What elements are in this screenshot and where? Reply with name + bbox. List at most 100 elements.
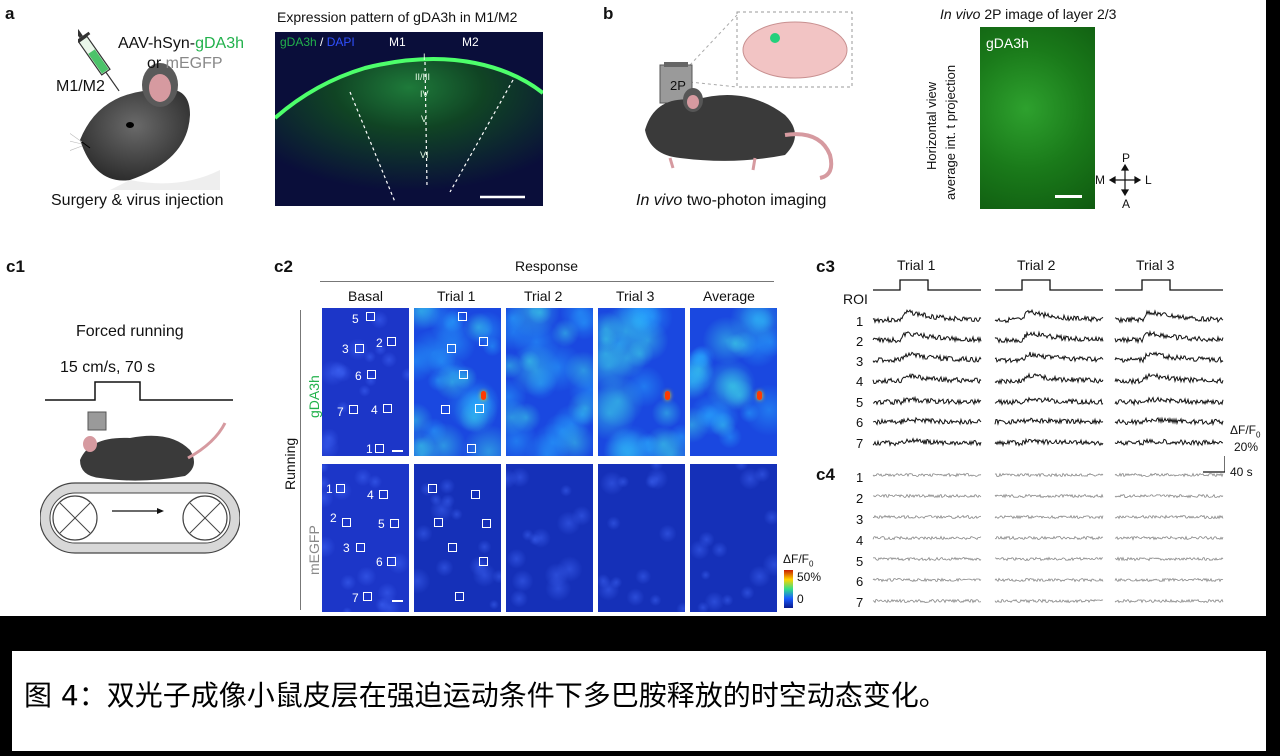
virus-grey: mEGFP bbox=[165, 55, 223, 72]
roi-trace bbox=[1114, 514, 1224, 520]
roi-trace bbox=[872, 416, 982, 426]
mouse-head-illustration bbox=[70, 63, 220, 190]
roi-box bbox=[375, 444, 384, 453]
roi-trace bbox=[994, 372, 1104, 385]
col-trial3: Trial 3 bbox=[616, 288, 655, 304]
roi-box bbox=[448, 543, 457, 552]
treadmill-illustration bbox=[40, 381, 240, 554]
roi-box bbox=[363, 592, 372, 601]
brain-section-image: gDA3h / DAPI M1 M2 I II/III IV V VI bbox=[275, 32, 543, 206]
roi-trace bbox=[1114, 577, 1224, 583]
roi-label: 5 bbox=[378, 517, 385, 531]
roi-box bbox=[479, 337, 488, 346]
stimulus-trace bbox=[873, 279, 981, 291]
stimulus-trace bbox=[1115, 279, 1223, 291]
stain-label: gDA3h / DAPI bbox=[280, 36, 355, 48]
roi-trace bbox=[994, 556, 1103, 562]
roi-label: 7 bbox=[352, 591, 359, 605]
section-title: Expression pattern of gDA3h in M1/M2 bbox=[277, 9, 518, 25]
c4-roi-label: 5 bbox=[856, 554, 864, 569]
image-label: gDA3h bbox=[986, 35, 1029, 51]
roi-trace bbox=[1114, 309, 1224, 324]
c3-roi-header: ROI bbox=[843, 291, 868, 307]
roi-box bbox=[379, 490, 388, 499]
roi-trace bbox=[1114, 396, 1224, 407]
stimulus-trace bbox=[995, 279, 1103, 291]
roi-trace bbox=[1114, 416, 1224, 427]
layer-label: II/III bbox=[415, 72, 431, 82]
compass-icon bbox=[1108, 163, 1142, 197]
hotspot bbox=[665, 391, 670, 400]
image-title-rest: 2P image of layer 2/3 bbox=[980, 6, 1117, 22]
c3-roi-label: 5 bbox=[856, 395, 864, 410]
virus-or: or bbox=[147, 55, 166, 72]
area-m2: M2 bbox=[462, 35, 479, 49]
two-photon-image: gDA3h bbox=[980, 27, 1095, 209]
roi-label: 2 bbox=[376, 336, 383, 350]
roi-trace bbox=[872, 395, 982, 406]
compass-m: M bbox=[1095, 173, 1105, 187]
heatmap-tile bbox=[414, 308, 501, 456]
stain-sep: / bbox=[316, 35, 327, 49]
roi-label: 4 bbox=[367, 488, 374, 502]
virus-label-line2: or mEGFP bbox=[147, 56, 223, 72]
c3-scale-y: 20% bbox=[1234, 440, 1259, 454]
roi-box bbox=[458, 312, 467, 321]
roi-box bbox=[355, 344, 364, 353]
c4-roi-label: 1 bbox=[856, 470, 864, 485]
roi-box bbox=[441, 405, 450, 414]
roi-label: 1 bbox=[326, 482, 333, 496]
roi-box bbox=[471, 490, 480, 499]
c3-trial3: Trial 3 bbox=[1136, 257, 1175, 273]
heatmap-tile bbox=[322, 308, 409, 456]
roi-trace bbox=[872, 493, 982, 499]
compass-l: L bbox=[1145, 173, 1152, 187]
panel-letter-c1: c1 bbox=[6, 257, 25, 276]
stain-blue: DAPI bbox=[326, 35, 355, 49]
roi-trace bbox=[872, 598, 982, 604]
area-m1: M1 bbox=[389, 35, 406, 49]
figure-caption: 图 4：双光子成像小鼠皮层在强迫运动条件下多巴胺释放的时空动态变化。 bbox=[24, 679, 947, 712]
panel-letter-a: a bbox=[5, 4, 15, 23]
roi-trace bbox=[872, 309, 982, 324]
roi-trace bbox=[872, 331, 982, 344]
running-rule bbox=[300, 310, 301, 610]
roi-box bbox=[428, 484, 437, 493]
c3-scale-title-main: ΔF/F bbox=[1230, 423, 1257, 437]
heatmap-tile bbox=[690, 308, 777, 456]
c3-scale-title: ΔF/F0 bbox=[1230, 424, 1260, 439]
roi-label: 3 bbox=[342, 342, 349, 356]
caption-box bbox=[12, 651, 1266, 751]
roi-trace bbox=[1114, 329, 1224, 345]
roi-trace bbox=[994, 330, 1104, 344]
imaging-rest: two-photon imaging bbox=[682, 192, 827, 209]
c3-scale-bar bbox=[1203, 456, 1225, 473]
roi-trace bbox=[1114, 372, 1224, 386]
running-label: Running bbox=[282, 437, 298, 490]
mouse-microscope-illustration bbox=[645, 11, 853, 180]
scope-label: 2P bbox=[670, 78, 686, 93]
colorbar-title-main: ΔF/F bbox=[783, 552, 810, 566]
roi-box bbox=[475, 404, 484, 413]
trace-plot bbox=[872, 279, 1225, 604]
imaging-caption: In vivo two-photon imaging bbox=[636, 193, 826, 209]
c1-title: Forced running bbox=[76, 323, 184, 340]
roi-trace bbox=[1114, 535, 1224, 541]
hotspot bbox=[481, 391, 486, 400]
side-label-2: average int. t projection bbox=[943, 64, 958, 200]
c3-scale-x: 40 s bbox=[1230, 465, 1253, 479]
roi-box bbox=[356, 543, 365, 552]
panel-letter-c3: c3 bbox=[816, 257, 835, 276]
roi-trace bbox=[994, 514, 1104, 520]
figure: a AAV-hSyn-gDA3h or mEGFP M1/M2 Surgery … bbox=[0, 0, 1266, 616]
colorbar bbox=[784, 570, 793, 608]
side-label-1: Horizontal view bbox=[924, 81, 939, 170]
colorbar-title: ΔF/F0 bbox=[783, 553, 813, 568]
colorbar-min: 0 bbox=[797, 592, 804, 606]
hotspot bbox=[757, 391, 762, 400]
roi-trace bbox=[994, 308, 1104, 324]
roi-trace bbox=[1114, 493, 1224, 499]
roi-trace bbox=[872, 577, 982, 583]
roi-box bbox=[390, 519, 399, 528]
c4-roi-label: 7 bbox=[856, 595, 864, 610]
